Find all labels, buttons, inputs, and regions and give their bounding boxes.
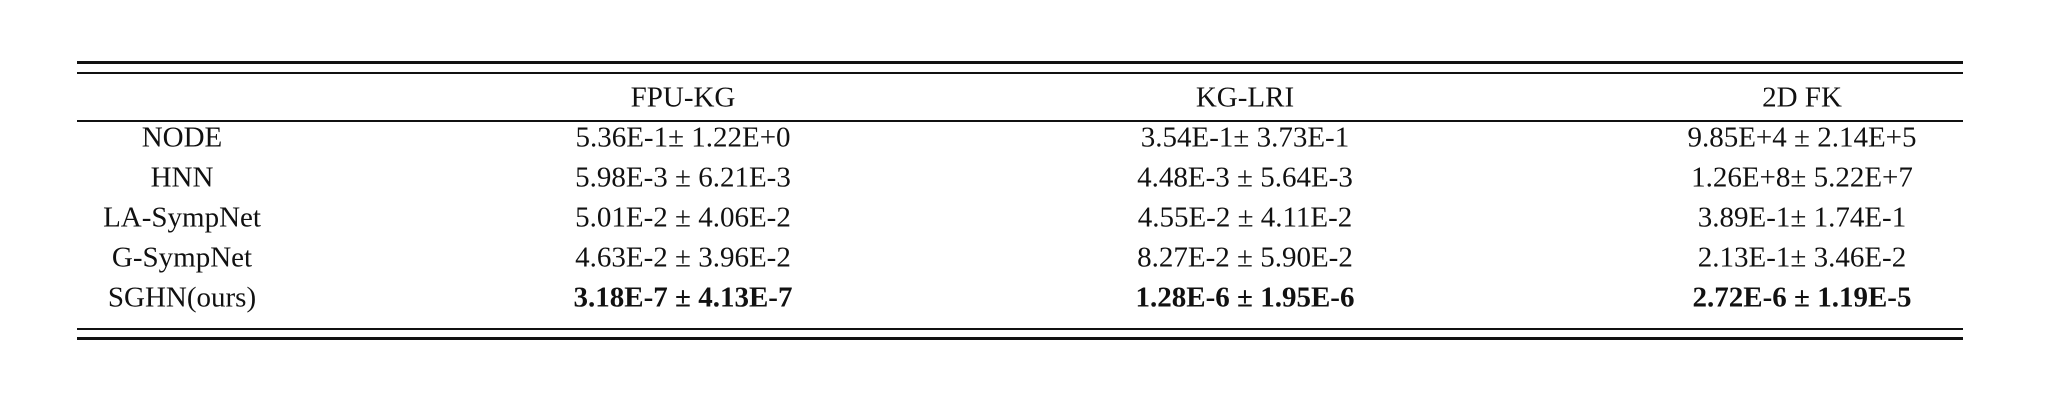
row-method: LA-SympNet	[103, 201, 261, 234]
header-fpu-kg: FPU-KG	[630, 81, 736, 114]
header-2d-fk: 2D FK	[1762, 81, 1842, 114]
table-cell: 2.13E-1± 3.46E-2	[1697, 241, 1907, 274]
table-cell: 3.89E-1± 1.74E-1	[1697, 201, 1907, 234]
row-method: HNN	[150, 161, 214, 194]
table-cell: 3.18E-7 ± 4.13E-7	[573, 281, 793, 314]
table-cell: 1.28E-6 ± 1.95E-6	[1135, 281, 1355, 314]
table-cell: 5.01E-2 ± 4.06E-2	[575, 201, 791, 234]
table-cell: 8.27E-2 ± 5.90E-2	[1137, 241, 1353, 274]
table-cell: 4.63E-2 ± 3.96E-2	[575, 241, 791, 274]
table-cell: 4.55E-2 ± 4.11E-2	[1137, 201, 1353, 234]
top-rule-inner	[77, 72, 1963, 74]
table-cell: 2.72E-6 ± 1.19E-5	[1692, 281, 1912, 314]
row-method: G-SympNet	[111, 241, 253, 274]
row-method: SGHN(ours)	[107, 281, 257, 314]
row-method: NODE	[141, 121, 223, 154]
table-cell: 5.98E-3 ± 6.21E-3	[575, 161, 791, 194]
top-rule	[77, 61, 1963, 64]
bottom-rule-inner	[77, 328, 1963, 330]
table-cell: 5.36E-1± 1.22E+0	[575, 121, 791, 154]
header-kg-lri: KG-LRI	[1195, 81, 1295, 114]
header-rule	[77, 120, 1963, 122]
table-cell: 4.48E-3 ± 5.64E-3	[1137, 161, 1353, 194]
table-cell: 1.26E+8± 5.22E+7	[1691, 161, 1913, 194]
table-cell: 9.85E+4 ± 2.14E+5	[1687, 121, 1917, 154]
bottom-rule	[77, 337, 1963, 340]
table-cell: 3.54E-1± 3.73E-1	[1140, 121, 1350, 154]
